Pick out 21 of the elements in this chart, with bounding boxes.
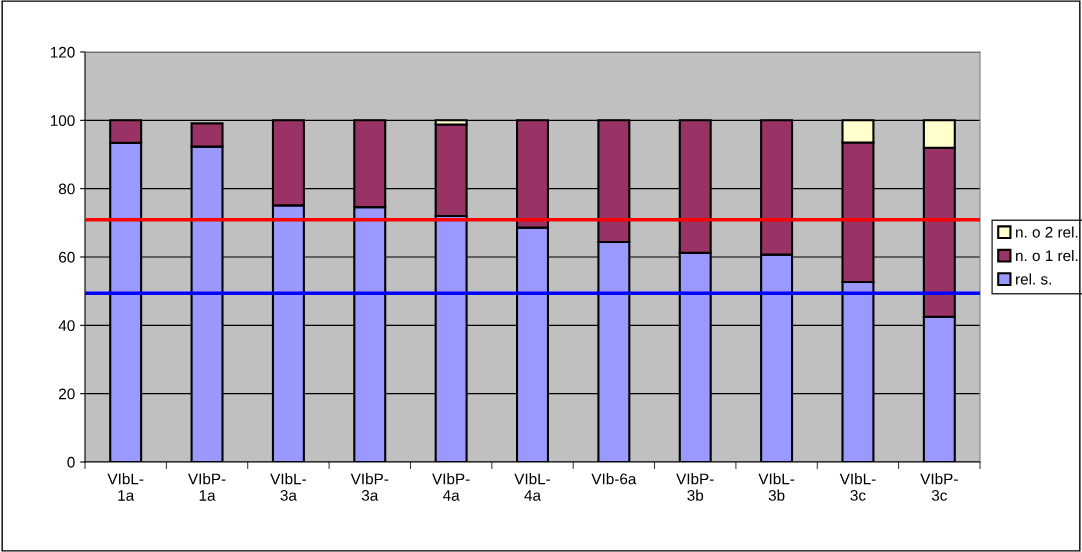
y-tick-label: 60	[59, 251, 75, 263]
x-tick-label: VIbP- 3b	[676, 473, 714, 501]
x-tick-label: VIbP- 3c	[920, 473, 958, 501]
y-tick-label: 0	[67, 456, 75, 468]
y-tick-label: 120	[50, 46, 75, 58]
x-tick-label: VIbL- 1a	[107, 473, 144, 501]
legend-label: n. o 1 rel.	[1016, 249, 1078, 262]
legend-label: rel. s.	[1016, 273, 1051, 285]
x-tick-label: VIbP- 4a	[432, 473, 470, 501]
y-tick-label: 40	[58, 320, 75, 332]
x-tick-label: VIbP- 1a	[188, 473, 226, 501]
x-tick-label: VIbP- 3a	[350, 473, 389, 501]
y-tick-label: 20	[59, 388, 75, 400]
legend-label: n. o 2 rel.	[1016, 226, 1078, 238]
y-tick-label: 80	[58, 183, 75, 195]
x-tick-label: VIbL- 3c	[839, 473, 876, 501]
x-tick-label: VIbL- 4a	[514, 473, 551, 501]
x-tick-label: VIb-6a	[591, 473, 637, 485]
x-tick-label: VIbL- 3a	[270, 473, 306, 501]
y-tick-label: 100	[50, 115, 75, 127]
x-tick-label: VIbL- 3b	[758, 473, 795, 501]
